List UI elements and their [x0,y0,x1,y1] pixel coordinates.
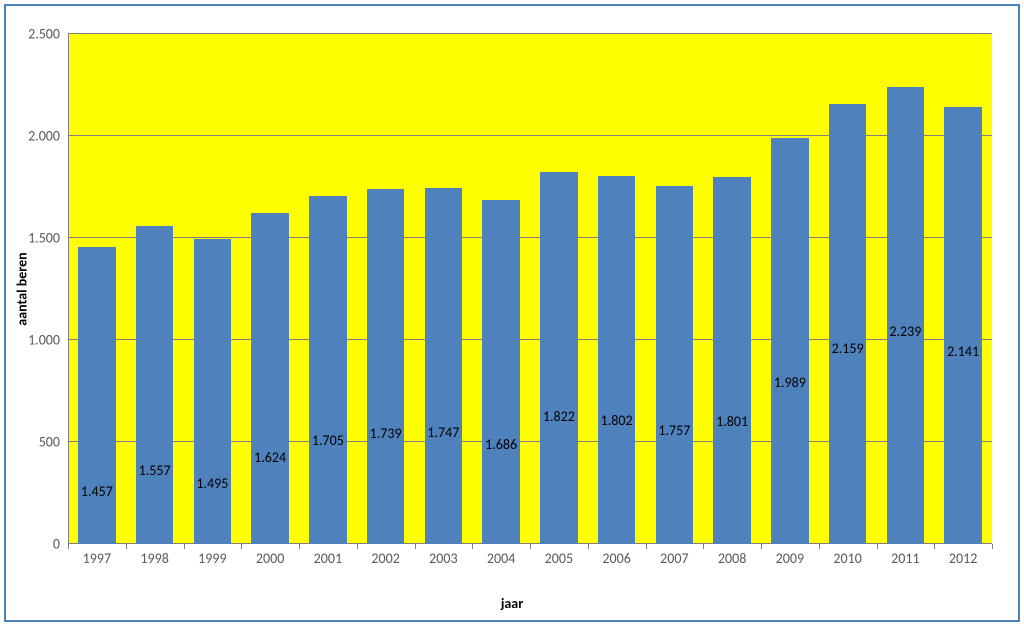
bar [540,172,578,544]
data-label: 1.757 [658,422,690,439]
bar [251,213,289,544]
bar-slot: 1.7472003 [415,34,473,544]
x-tick-label: 1999 [184,544,242,567]
bar-slot: 1.6862004 [472,34,530,544]
bar [482,200,520,544]
data-label: 2.239 [889,323,921,340]
y-axis-title: aantal beren [14,252,31,325]
x-tick-label: 1997 [68,544,126,567]
bar [194,239,232,544]
bar-slot: 1.8222005 [530,34,588,544]
data-label: 1.801 [716,413,748,430]
data-label: 1.747 [427,424,459,441]
x-tick-label: 2004 [472,544,530,567]
bar [771,138,809,544]
data-label: 2.141 [947,343,979,360]
bar-slot: 2.2392011 [877,34,935,544]
data-label: 1.557 [139,462,171,479]
bar-slot: 1.4571997 [68,34,126,544]
bar [944,107,982,544]
bar-slot: 1.9892009 [761,34,819,544]
x-tick-label: 2007 [646,544,704,567]
y-tick-label: 2.500 [28,26,68,43]
data-label: 1.989 [774,374,806,391]
y-tick-label: 1.000 [28,332,68,349]
data-label: 1.495 [196,475,228,492]
x-tick-label: 2002 [357,544,415,567]
x-tick-label: 2005 [530,544,588,567]
x-tick-label: 2009 [761,544,819,567]
data-label: 1.822 [543,408,575,425]
plot-area: 05001.0001.5002.0002.500 1.45719971.5571… [68,34,992,544]
y-tick-label: 1.500 [28,230,68,247]
y-tick-label: 500 [39,434,68,451]
bar-slot: 1.7052001 [299,34,357,544]
x-tick-label: 2010 [819,544,877,567]
bar [598,176,636,544]
bar-slot: 1.4951999 [184,34,242,544]
data-label: 2.159 [832,340,864,357]
bar [367,189,405,544]
chart-container: aantal beren 0 500 1.000 1.500 2.000 2.500 1.… [4,4,1020,622]
y-tick-label: 0 [53,536,68,553]
bar [309,196,347,544]
x-tick-label: 2006 [588,544,646,567]
x-tick-label: 2000 [241,544,299,567]
bar-slot: 1.8012008 [703,34,761,544]
bar-slot: 1.5571998 [126,34,184,544]
bar [425,188,463,544]
data-label: 1.739 [370,425,402,442]
data-label: 1.686 [485,436,517,453]
bar-slot: 1.7572007 [646,34,704,544]
bar [829,104,867,544]
bar-slot: 1.6242000 [241,34,299,544]
bar-slot: 2.1412012 [934,34,992,544]
x-tick-label: 1998 [126,544,184,567]
data-label: 1.802 [601,412,633,429]
bar [136,226,174,544]
bar [713,177,751,544]
bar [887,87,925,544]
x-tick-label: 2001 [299,544,357,567]
bars-group: 1.45719971.55719981.49519991.62420001.70… [68,34,992,544]
x-tick-label: 2011 [877,544,935,567]
x-tick-label: 2008 [703,544,761,567]
data-label: 1.457 [81,483,113,500]
x-tick-label: 2012 [934,544,992,567]
data-label: 1.705 [312,432,344,449]
bar-slot: 2.1592010 [819,34,877,544]
bar [656,186,694,544]
data-label: 1.624 [254,449,286,466]
bar-slot: 1.8022006 [588,34,646,544]
bar-slot: 1.7392002 [357,34,415,544]
x-axis-title: jaar [501,595,523,612]
x-tick-label: 2003 [415,544,473,567]
x-tick-mark [992,544,993,549]
y-tick-label: 2.000 [28,128,68,145]
